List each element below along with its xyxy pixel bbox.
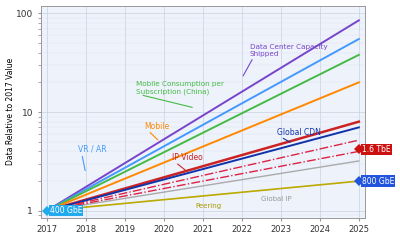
Text: Mobile: Mobile — [144, 122, 170, 131]
Text: 800 GbE: 800 GbE — [362, 177, 394, 186]
Text: VR / AR: VR / AR — [78, 144, 106, 154]
Text: 1.6 TbE: 1.6 TbE — [362, 145, 390, 154]
Text: Data Center Capacity
Shipped: Data Center Capacity Shipped — [250, 44, 327, 57]
Text: Global IP: Global IP — [261, 196, 292, 202]
Text: Mobile Consumption per
Subscription (China): Mobile Consumption per Subscription (Chi… — [136, 81, 224, 95]
Y-axis label: Data Relative to 2017 Value: Data Relative to 2017 Value — [6, 58, 14, 165]
Text: 400 GbE: 400 GbE — [50, 206, 82, 215]
Text: Global CDN: Global CDN — [277, 128, 321, 137]
Text: Peering: Peering — [195, 203, 221, 209]
Text: IP Video: IP Video — [172, 153, 202, 162]
